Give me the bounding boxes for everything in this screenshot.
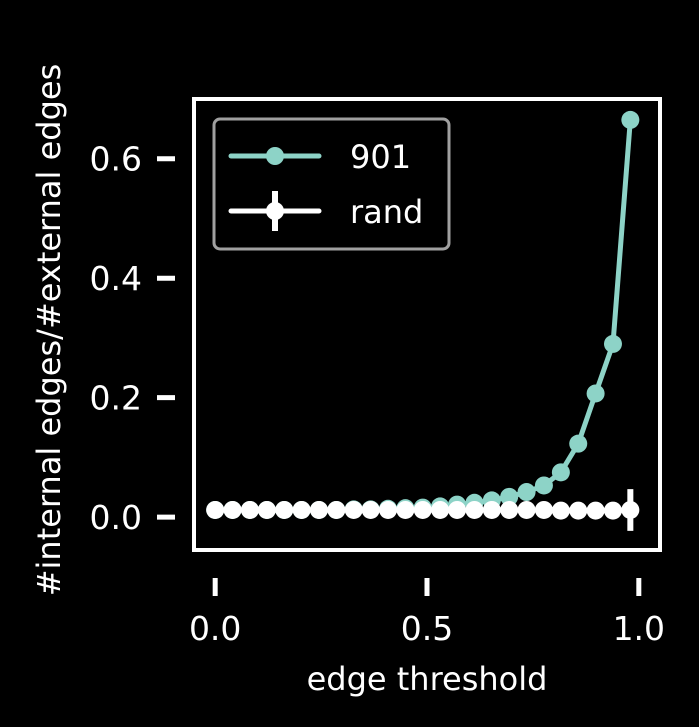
- point-rand-8: [344, 500, 363, 519]
- point-rand-10: [379, 500, 398, 519]
- point-rand-0: [206, 500, 225, 519]
- point-rand-24: [621, 500, 640, 519]
- point-rand-22: [586, 501, 605, 520]
- point-rand-19: [534, 500, 553, 519]
- point-rand-18: [517, 500, 536, 519]
- point-rand-12: [413, 500, 432, 519]
- point-rand-23: [603, 501, 622, 520]
- x-axis: 0.0 0.5 1.0: [189, 578, 665, 648]
- legend-label-901: 901: [350, 138, 411, 176]
- point-901-22: [586, 384, 605, 403]
- point-901-20: [551, 463, 570, 482]
- point-rand-1: [223, 500, 242, 519]
- y-tick-label-3: 0.6: [90, 140, 142, 179]
- y-tick-label-0: 0.0: [90, 498, 142, 537]
- legend-marker-901: [266, 147, 284, 165]
- y-tick-label-1: 0.2: [90, 379, 142, 418]
- x-tick-label-0: 0.0: [189, 609, 241, 648]
- x-axis-label: edge threshold: [307, 660, 548, 698]
- y-axis: 0.0 0.2 0.4 0.6: [90, 140, 175, 537]
- point-901-17: [500, 487, 519, 506]
- plot-area-frame: [192, 97, 662, 552]
- point-901-21: [569, 434, 588, 453]
- legend-marker-rand: [266, 202, 284, 220]
- point-rand-15: [465, 500, 484, 519]
- y-axis-label: #internal edges/#external edges: [30, 64, 68, 597]
- x-tick-label-1: 0.5: [401, 609, 453, 648]
- point-rand-13: [431, 500, 450, 519]
- point-rand-17: [500, 500, 519, 519]
- series-rand: [206, 489, 640, 531]
- point-rand-5: [292, 500, 311, 519]
- point-901-24: [621, 110, 640, 129]
- point-rand-7: [327, 500, 346, 519]
- point-rand-11: [396, 500, 415, 519]
- legend-label-rand: rand: [350, 193, 423, 231]
- point-rand-14: [448, 500, 467, 519]
- x-tick-label-2: 1.0: [613, 609, 665, 648]
- point-rand-3: [257, 500, 276, 519]
- point-rand-16: [482, 500, 501, 519]
- point-rand-6: [309, 500, 328, 519]
- point-rand-9: [361, 500, 380, 519]
- y-tick-label-2: 0.4: [90, 259, 142, 298]
- point-rand-21: [569, 501, 588, 520]
- point-rand-2: [240, 500, 259, 519]
- point-rand-20: [551, 501, 570, 520]
- point-901-23: [603, 334, 622, 353]
- point-rand-4: [275, 500, 294, 519]
- series-layer: [206, 110, 640, 531]
- point-901-19: [534, 476, 553, 495]
- legend: 901 rand: [212, 117, 451, 251]
- point-901-18: [517, 483, 536, 502]
